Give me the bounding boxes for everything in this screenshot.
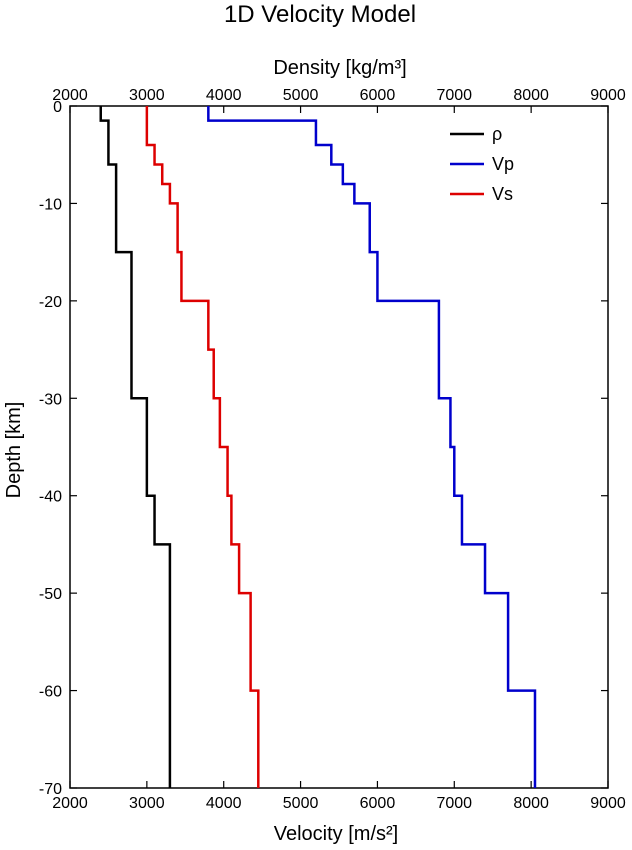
y-tick-label-5: -50 — [39, 586, 62, 603]
x-tick-label-top-3: 5000 — [283, 87, 319, 104]
bottom-axis-title: Velocity [m/s²] — [274, 823, 398, 845]
x-tick-label-bottom-7: 9000 — [590, 795, 626, 812]
x-tick-label-bottom-6: 8000 — [513, 795, 549, 812]
legend-label-2: Vs — [492, 184, 513, 204]
x-tick-label-top-4: 6000 — [360, 87, 396, 104]
plot-frame — [69, 105, 609, 789]
y-tick-label-7: -70 — [39, 781, 62, 798]
x-tick-label-bottom-0: 2000 — [52, 795, 88, 812]
series-lines — [99, 106, 537, 788]
chart-title: 1D Velocity Model — [224, 1, 416, 28]
y-axis-title: Depth [km] — [3, 402, 25, 499]
x-tick-label-top-1: 3000 — [129, 87, 165, 104]
x-tick-label-bottom-1: 3000 — [129, 795, 165, 812]
y-tick-label-4: -40 — [39, 489, 62, 506]
series-line-2 — [145, 106, 260, 788]
legend: ρ Vp Vs — [450, 124, 514, 204]
top-axis-title: Density [kg/m³] — [273, 57, 406, 79]
x-tick-label-top-2: 4000 — [206, 87, 242, 104]
series-line-1 — [207, 106, 537, 788]
x-tick-label-top-0: 2000 — [52, 87, 88, 104]
y-tick-label-3: -30 — [39, 391, 62, 408]
x-tick-label-bottom-5: 7000 — [436, 795, 472, 812]
x-tick-label-bottom-4: 6000 — [360, 795, 396, 812]
x-tick-label-top-5: 7000 — [436, 87, 472, 104]
y-tick-label-6: -60 — [39, 684, 62, 701]
y-tick-label-2: -20 — [39, 294, 62, 311]
legend-label-1: Vp — [492, 154, 514, 174]
x-tick-label-bottom-2: 4000 — [206, 795, 242, 812]
legend-label-0: ρ — [492, 124, 502, 144]
axis-ticks: 2000 2000 3000 3000 4000 4000 5000 5000 6000 6000… — [39, 87, 626, 812]
x-tick-label-top-7: 9000 — [590, 87, 626, 104]
x-tick-label-bottom-3: 5000 — [283, 795, 319, 812]
series-line-0 — [99, 106, 172, 788]
x-tick-label-top-6: 8000 — [513, 87, 549, 104]
y-tick-label-0: 0 — [53, 99, 62, 116]
y-tick-label-1: -10 — [39, 196, 62, 213]
